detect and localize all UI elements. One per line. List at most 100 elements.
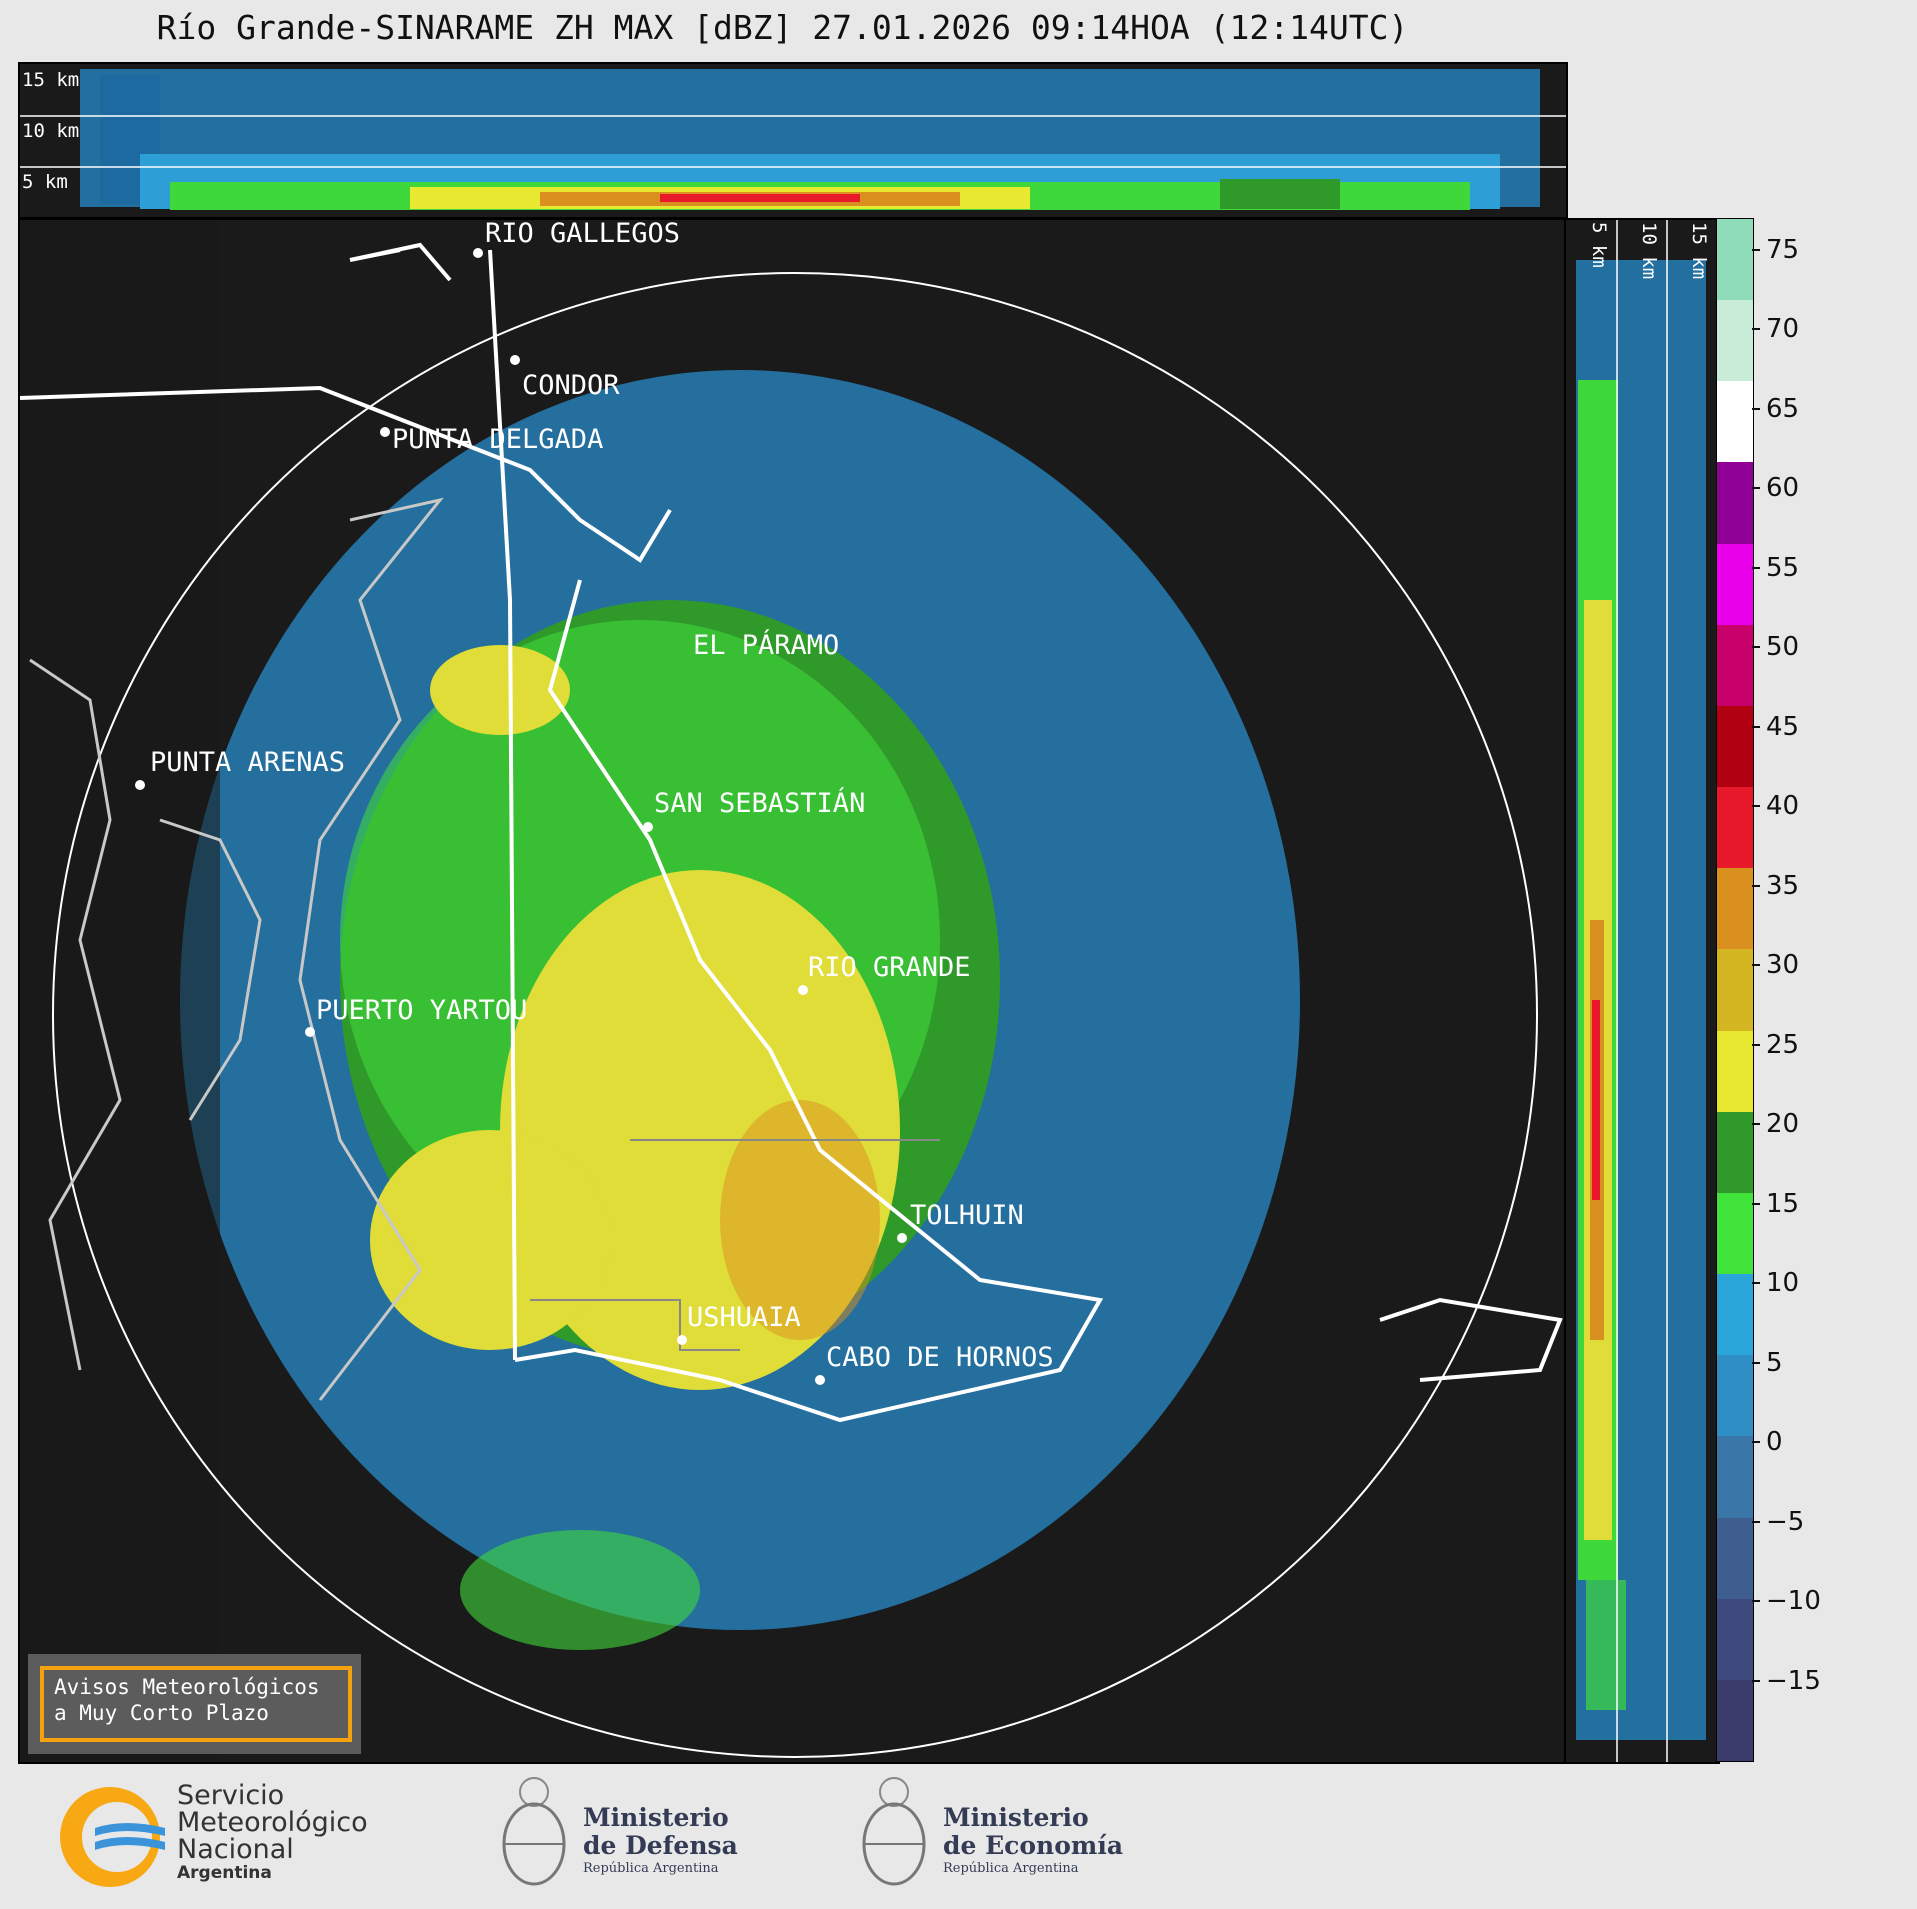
smn-line-1: Servicio (177, 1780, 285, 1811)
colorbar-tick-label: 60 (1766, 473, 1800, 504)
colorbar-tick-label: 70 (1766, 314, 1800, 345)
colorbar-segment (1717, 380, 1753, 463)
colorbar-tick-mark (1752, 1123, 1760, 1126)
colorbar-tick-mark (1752, 805, 1760, 808)
economia-line-2: de Economía (943, 1831, 1124, 1860)
colorbar-tick-label: 10 (1766, 1268, 1800, 1299)
logo-ministerio-defensa: Ministerio de Defensa República Argentin… (495, 1772, 755, 1897)
colorbar-segment (1717, 1517, 1753, 1599)
warning-line-2: a Muy Corto Plazo (54, 1701, 269, 1725)
km-label-5: 5 km (22, 171, 68, 193)
city-label-condor: CONDOR (522, 370, 620, 401)
colorbar-tick-mark (1752, 1282, 1760, 1285)
colorbar-tick-label: 35 (1766, 870, 1800, 901)
colorbar-tick-mark (1752, 1202, 1760, 1205)
colorbar-tick-mark (1752, 328, 1760, 331)
colorbar-tick-mark (1752, 1679, 1760, 1682)
smn-line-2: Meteorológico (177, 1807, 368, 1838)
km-label-10: 10 km (22, 120, 80, 142)
colorbar-tick-mark (1752, 964, 1760, 967)
colorbar-segment (1717, 1030, 1753, 1112)
colorbar-tick-mark (1752, 407, 1760, 410)
city-label-rio-gallegos: RIO GALLEGOS (485, 218, 681, 249)
colorbar-tick-label: −15 (1766, 1665, 1821, 1696)
city-label-tolhuin: TOLHUIN (910, 1200, 1024, 1231)
colorbar-segment (1717, 461, 1753, 544)
defensa-line-3: República Argentina (583, 1861, 719, 1876)
city-label-punta-delgada: PUNTA DELGADA (392, 424, 604, 455)
colorbar-tick-mark (1752, 646, 1760, 649)
logo-smn: Servicio Meteorológico Nacional Argentin… (55, 1780, 405, 1890)
colorbar-tick-label: 65 (1766, 393, 1800, 424)
city-label-san-sebastian: SAN SEBASTIÁN (654, 788, 866, 819)
national-coat-of-arms-icon (502, 1777, 566, 1886)
colorbar (1716, 218, 1754, 1762)
colorbar-tick-label: 75 (1766, 234, 1800, 265)
city-label-punta-arenas: PUNTA ARENAS (150, 747, 346, 778)
colorbar-tick-label: 5 (1766, 1347, 1783, 1378)
colorbar-tick-mark (1752, 248, 1760, 251)
colorbar-segment (1717, 1111, 1753, 1193)
radar-reflectivity-image (20, 220, 1563, 1762)
city-label-el-paramo: EL PÁRAMO (693, 630, 840, 661)
city-label-rio-grande: RIO GRANDE (808, 952, 971, 983)
colorbar-tick-label: 40 (1766, 791, 1800, 822)
colorbar-segment (1717, 1354, 1753, 1437)
km-label-15: 15 km (22, 69, 80, 91)
top-cross-section-image (20, 69, 1566, 210)
colorbar-tick-label: −5 (1766, 1506, 1805, 1537)
colorbar-tick-mark (1752, 1600, 1760, 1603)
colorbar-tick-label: −10 (1766, 1586, 1821, 1617)
side-cross-section-image (1576, 220, 1706, 1762)
colorbar-tick-label: 30 (1766, 950, 1800, 981)
colorbar-segment (1717, 299, 1753, 382)
defensa-line-1: Ministerio (583, 1803, 729, 1832)
economia-line-3: República Argentina (943, 1861, 1079, 1876)
colorbar-segment (1717, 1598, 1753, 1680)
colorbar-tick-mark (1752, 1441, 1760, 1444)
page-title: Río Grande-SINARAME ZH MAX [dBZ] 27.01.2… (156, 8, 1409, 47)
colorbar-segment (1717, 624, 1753, 706)
warning-box: Avisos Meteorológicos a Muy Corto Plazo (28, 1654, 361, 1754)
side-km-label-10: 10 km (1638, 222, 1660, 280)
colorbar-segment (1717, 1679, 1753, 1761)
logo-ministerio-economia: Ministerio de Economía República Argenti… (855, 1772, 1125, 1897)
city-label-ushuaia: USHUAIA (687, 1302, 801, 1333)
colorbar-tick-mark (1752, 1520, 1760, 1523)
colorbar-segment (1717, 543, 1753, 625)
colorbar-tick-label: 25 (1766, 1029, 1800, 1060)
colorbar-segment (1717, 1273, 1753, 1356)
colorbar-tick-label: 50 (1766, 632, 1800, 663)
colorbar-tick-mark (1752, 725, 1760, 728)
colorbar-tick-label: 55 (1766, 552, 1800, 583)
colorbar-segment (1717, 948, 1753, 1031)
colorbar-segment (1717, 1192, 1753, 1275)
smn-emblem-icon (60, 1787, 165, 1887)
warning-line-1: Avisos Meteorológicos (54, 1675, 320, 1699)
colorbar-segment (1717, 218, 1753, 301)
smn-line-3: Nacional (177, 1834, 294, 1865)
smn-line-4: Argentina (177, 1863, 272, 1883)
colorbar-segment (1717, 1435, 1753, 1518)
city-label-cabo-de-hornos: CABO DE HORNOS (826, 1342, 1054, 1373)
side-km-label-15: 15 km (1688, 222, 1710, 280)
colorbar-tick-label: 15 (1766, 1188, 1800, 1219)
colorbar-tick-mark (1752, 1361, 1760, 1364)
side-cross-section-panel: 5 km 10 km 15 km (1564, 218, 1720, 1764)
colorbar-segment (1717, 867, 1753, 950)
warning-box-inner: Avisos Meteorológicos a Muy Corto Plazo (40, 1666, 352, 1742)
side-km-label-5: 5 km (1588, 222, 1610, 268)
top-cross-section-panel: 15 km 10 km 5 km (18, 62, 1568, 219)
colorbar-tick-label: 0 (1766, 1427, 1783, 1458)
colorbar-segment (1717, 705, 1753, 788)
colorbar-segment (1717, 786, 1753, 869)
colorbar-tick-mark (1752, 487, 1760, 490)
economia-line-1: Ministerio (943, 1803, 1089, 1832)
colorbar-tick-label: 45 (1766, 711, 1800, 742)
radar-map: RIO GALLEGOS CONDOR PUNTA DELGADA EL PÁR… (18, 218, 1568, 1764)
colorbar-tick-mark (1752, 884, 1760, 887)
defensa-line-2: de Defensa (583, 1831, 738, 1860)
national-coat-of-arms-icon (862, 1777, 926, 1886)
colorbar-tick-label: 20 (1766, 1109, 1800, 1140)
colorbar-tick-mark (1752, 1043, 1760, 1046)
